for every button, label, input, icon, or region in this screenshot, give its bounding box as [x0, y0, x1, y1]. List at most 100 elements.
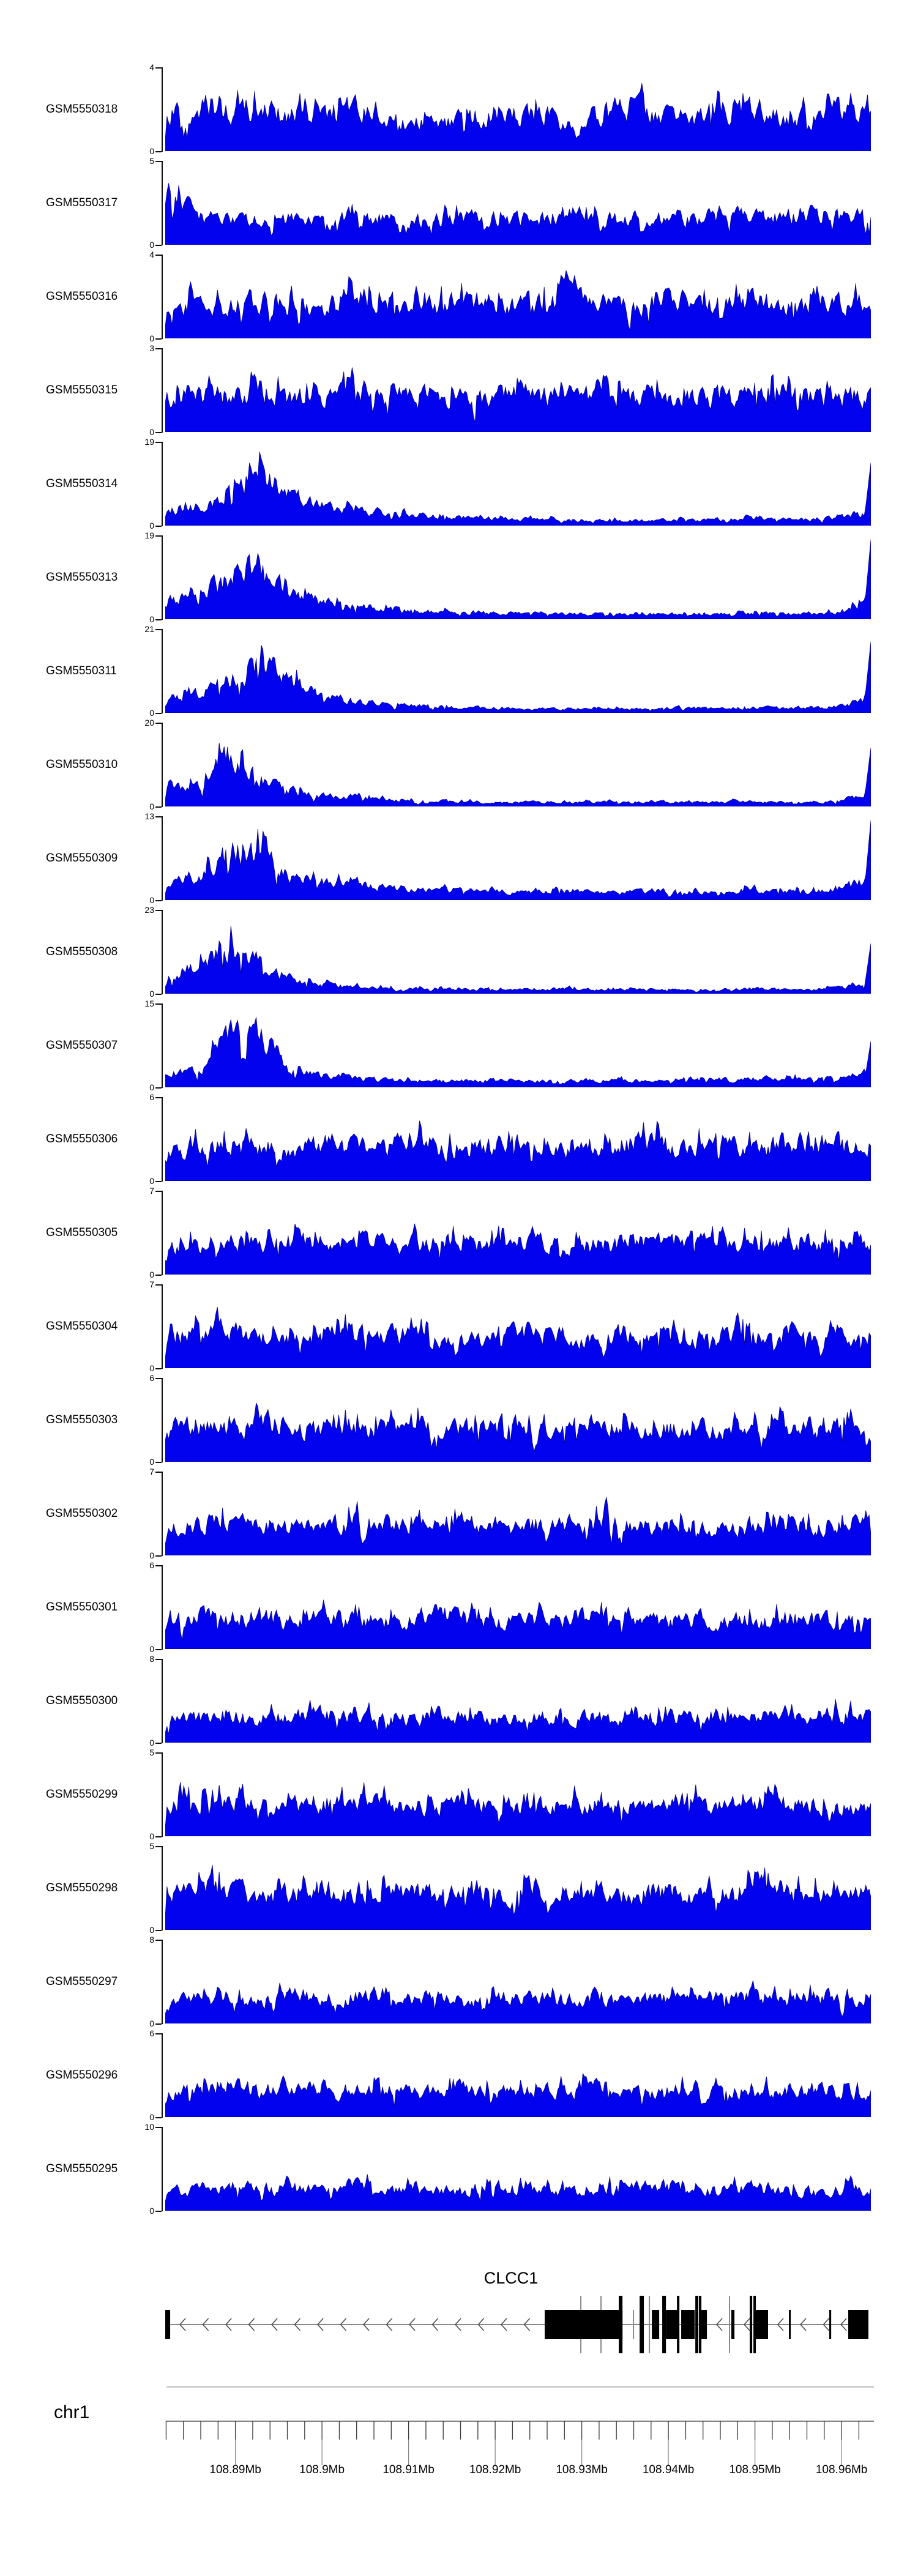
ruler-coordinate-label: 108.96Mb	[815, 2463, 868, 2476]
y-axis-tick	[155, 1181, 162, 1182]
y-axis-zero-label: 0	[149, 802, 154, 811]
y-axis-line	[162, 1284, 163, 1369]
track-sample-label: GSM5550304	[46, 1319, 118, 1333]
coverage-area-plot	[165, 1497, 871, 1555]
y-axis-line	[162, 1940, 163, 2024]
y-axis-tick	[155, 1565, 162, 1566]
y-axis-zero-label: 0	[149, 1925, 154, 1935]
y-axis-tick	[155, 994, 162, 995]
y-axis-line	[162, 1378, 163, 1462]
track-sample-label: GSM5550301	[46, 1600, 118, 1614]
y-axis-tick	[155, 67, 162, 69]
track-sample-label: GSM5550302	[46, 1506, 118, 1520]
y-axis-tick	[155, 2211, 162, 2212]
y-axis-tick	[155, 1659, 162, 1660]
y-axis-max-label: 6	[149, 1092, 154, 1102]
ruler-coordinate-label: 108.94Mb	[642, 2463, 695, 2476]
y-axis-zero-label: 0	[149, 521, 154, 530]
y-axis-max-label: 8	[149, 1654, 154, 1664]
y-axis-max-label: 13	[144, 811, 154, 821]
coverage-area-plot	[165, 1306, 871, 1368]
coverage-area-plot	[165, 539, 871, 619]
y-axis-line	[162, 816, 163, 901]
y-axis-tick	[155, 1191, 162, 1192]
y-axis-line	[162, 910, 163, 994]
y-axis-tick	[155, 535, 162, 537]
coverage-area-plot	[165, 83, 871, 151]
ruler-coordinate-label: 108.92Mb	[469, 2463, 521, 2476]
coverage-area-plot	[165, 641, 871, 713]
y-axis-line	[162, 348, 163, 433]
track-sample-label: GSM5550311	[46, 664, 117, 677]
y-axis-zero-label: 0	[149, 1176, 154, 1186]
y-axis-line	[162, 2127, 163, 2211]
y-axis-tick	[155, 900, 162, 901]
coverage-area-plot	[165, 2174, 871, 2211]
track-sample-label: GSM5550295	[46, 2162, 118, 2175]
y-axis-tick	[155, 1752, 162, 1754]
y-axis-zero-label: 0	[149, 1082, 154, 1092]
y-axis-line	[162, 2033, 163, 2118]
y-axis-tick	[155, 1097, 162, 1098]
coverage-area-plot	[165, 1864, 871, 1930]
y-axis-zero-label: 0	[149, 146, 154, 156]
y-axis-tick	[155, 1087, 162, 1089]
ruler-coordinate-label: 108.95Mb	[729, 2463, 781, 2476]
y-axis-zero-label: 0	[149, 989, 154, 999]
y-axis-tick	[155, 151, 162, 152]
coverage-area-plot	[165, 820, 871, 900]
y-axis-zero-label: 0	[149, 1457, 154, 1467]
y-axis-tick	[155, 2127, 162, 2128]
y-axis-tick	[155, 442, 162, 443]
y-axis-zero-label: 0	[149, 2112, 154, 2122]
y-axis-max-label: 6	[149, 1373, 154, 1383]
y-axis-zero-label: 0	[149, 2019, 154, 2028]
ruler-coordinate-label: 108.89Mb	[209, 2463, 261, 2476]
y-axis-tick	[155, 1378, 162, 1379]
y-axis-tick	[155, 1284, 162, 1286]
y-axis-zero-label: 0	[149, 1550, 154, 1560]
y-axis-max-label: 5	[149, 1748, 154, 1757]
y-axis-max-label: 6	[149, 1560, 154, 1570]
coverage-area-plot	[165, 1120, 871, 1181]
y-axis-tick	[155, 161, 162, 162]
y-axis-tick	[155, 1743, 162, 1744]
y-axis-tick	[155, 1836, 162, 1837]
y-axis-tick	[155, 2023, 162, 2025]
track-sample-label: GSM5550315	[46, 383, 118, 396]
y-axis-max-label: 8	[149, 1935, 154, 1945]
track-sample-label: GSM5550314	[46, 477, 118, 490]
y-axis-max-label: 10	[144, 2122, 154, 2132]
y-axis-line	[162, 1659, 163, 1743]
track-sample-label: GSM5550299	[46, 1787, 118, 1801]
y-axis-tick	[155, 245, 162, 246]
y-axis-tick	[155, 619, 162, 620]
y-axis-zero-label: 0	[149, 427, 154, 437]
y-axis-line	[162, 161, 163, 245]
y-axis-line	[162, 1097, 163, 1182]
y-axis-line	[162, 67, 163, 152]
coverage-area-plot	[165, 270, 871, 338]
coverage-area-plot	[165, 2072, 871, 2117]
y-axis-tick	[155, 255, 162, 256]
y-axis-max-label: 5	[149, 156, 154, 166]
gene-name-label: CLCC1	[483, 2269, 539, 2287]
y-axis-tick	[155, 348, 162, 349]
y-axis-tick	[155, 1930, 162, 1931]
y-axis-tick	[155, 1472, 162, 1473]
y-axis-tick	[155, 338, 162, 340]
y-axis-zero-label: 0	[149, 240, 154, 250]
track-sample-label: GSM5550307	[46, 1038, 118, 1052]
y-axis-tick	[155, 910, 162, 911]
y-axis-zero-label: 0	[149, 2206, 154, 2216]
y-axis-tick	[155, 2033, 162, 2034]
ruler-coordinate-label: 108.91Mb	[382, 2463, 435, 2476]
y-axis-tick	[155, 629, 162, 630]
y-axis-tick	[155, 1940, 162, 1941]
track-sample-label: GSM5550310	[46, 758, 118, 771]
y-axis-line	[162, 1472, 163, 1556]
y-axis-tick	[155, 432, 162, 433]
y-axis-tick	[155, 1462, 162, 1463]
y-axis-zero-label: 0	[149, 1363, 154, 1373]
track-sample-label: GSM5550317	[46, 196, 118, 209]
